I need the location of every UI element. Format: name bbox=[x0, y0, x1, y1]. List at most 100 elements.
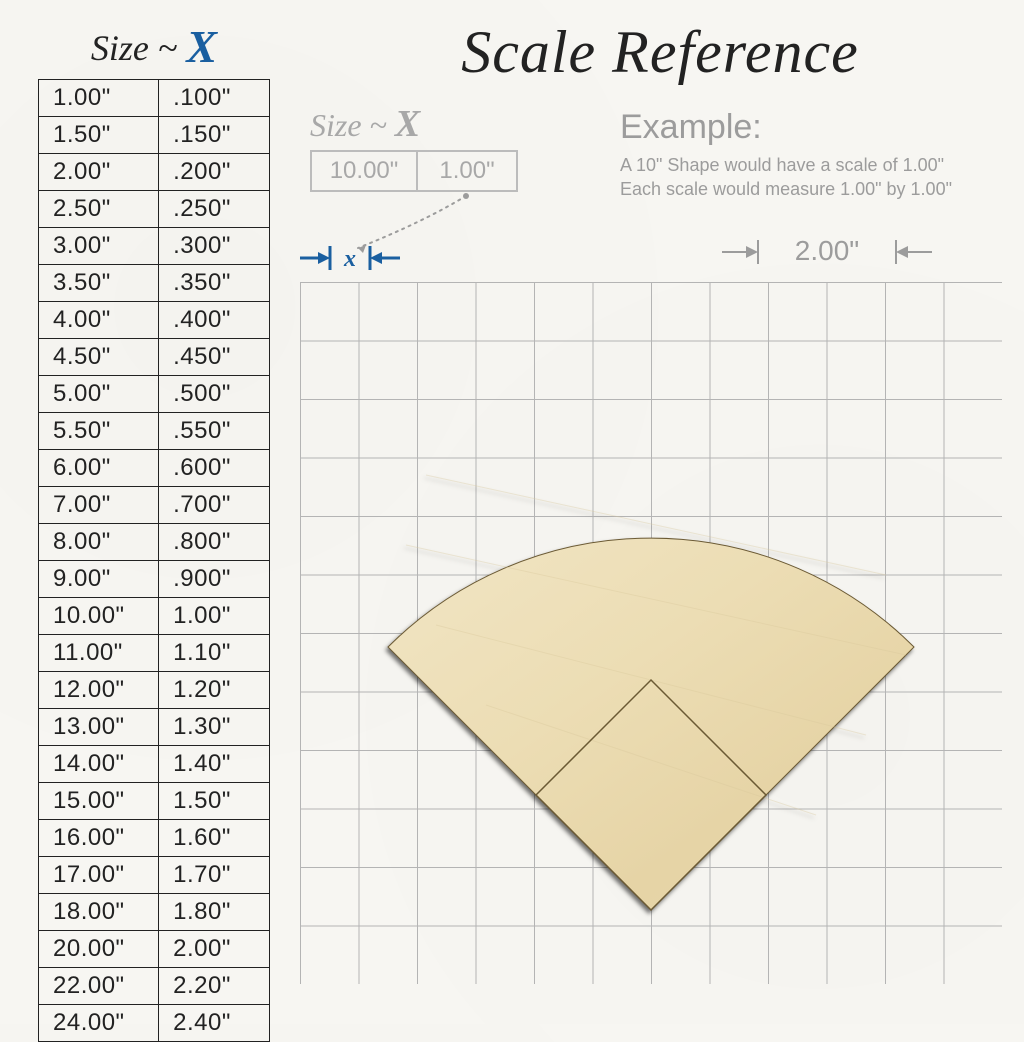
example-block: Example: A 10" Shape would have a scale … bbox=[620, 108, 1010, 202]
scale-cell: .900" bbox=[159, 561, 270, 598]
size-cell: 1.50" bbox=[39, 117, 159, 154]
mini-size-header: Size ~ X bbox=[310, 102, 518, 146]
size-cell: 6.00" bbox=[39, 450, 159, 487]
table-row: 1.00".100" bbox=[39, 80, 270, 117]
table-row: 20.00"2.00" bbox=[39, 931, 270, 968]
scale-cell: .550" bbox=[159, 413, 270, 450]
mini-size-left: 10.00" bbox=[310, 150, 416, 192]
size-table-header: Size ~ X bbox=[38, 20, 270, 73]
size-cell: 3.50" bbox=[39, 265, 159, 302]
scale-cell: 2.20" bbox=[159, 968, 270, 1005]
size-cell: 2.50" bbox=[39, 191, 159, 228]
scale-cell: .800" bbox=[159, 524, 270, 561]
size-cell: 24.00" bbox=[39, 1005, 159, 1042]
table-row: 5.50".550" bbox=[39, 413, 270, 450]
page-title: Scale Reference bbox=[320, 18, 1000, 87]
table-row: 7.00".700" bbox=[39, 487, 270, 524]
table-row: 18.00"1.80" bbox=[39, 894, 270, 931]
x-indicator-label: x bbox=[343, 246, 356, 272]
scale-cell: 1.60" bbox=[159, 820, 270, 857]
size-cell: 4.00" bbox=[39, 302, 159, 339]
scale-cell: 1.30" bbox=[159, 709, 270, 746]
scale-cell: .700" bbox=[159, 487, 270, 524]
size-cell: 3.00" bbox=[39, 228, 159, 265]
table-row: 1.50".150" bbox=[39, 117, 270, 154]
scale-cell: .200" bbox=[159, 154, 270, 191]
table-row: 4.00".400" bbox=[39, 302, 270, 339]
table-row: 17.00"1.70" bbox=[39, 857, 270, 894]
size-cell: 14.00" bbox=[39, 746, 159, 783]
mini-size-header-prefix: Size ~ bbox=[310, 107, 395, 143]
table-row: 16.00"1.60" bbox=[39, 820, 270, 857]
size-cell: 7.00" bbox=[39, 487, 159, 524]
size-cell: 16.00" bbox=[39, 820, 159, 857]
size-cell: 10.00" bbox=[39, 598, 159, 635]
scale-cell: 2.40" bbox=[159, 1005, 270, 1042]
scale-cell: 1.70" bbox=[159, 857, 270, 894]
mini-size-right: 1.00" bbox=[416, 150, 518, 192]
scale-cell: .600" bbox=[159, 450, 270, 487]
table-row: 3.50".350" bbox=[39, 265, 270, 302]
scale-cell: .100" bbox=[159, 80, 270, 117]
scale-cell: 1.20" bbox=[159, 672, 270, 709]
scale-cell: 1.40" bbox=[159, 746, 270, 783]
table-row: 15.00"1.50" bbox=[39, 783, 270, 820]
example-line-2: Each scale would measure 1.00" by 1.00" bbox=[620, 177, 1010, 201]
table-row: 11.00"1.10" bbox=[39, 635, 270, 672]
size-cell: 1.00" bbox=[39, 80, 159, 117]
size-cell: 22.00" bbox=[39, 968, 159, 1005]
table-row: 22.00"2.20" bbox=[39, 968, 270, 1005]
size-cell: 18.00" bbox=[39, 894, 159, 931]
table-row: 2.00".200" bbox=[39, 154, 270, 191]
table-row: 4.50".450" bbox=[39, 339, 270, 376]
size-cell: 12.00" bbox=[39, 672, 159, 709]
scale-cell: 1.80" bbox=[159, 894, 270, 931]
scale-cell: .500" bbox=[159, 376, 270, 413]
x-dimension-indicator: x bbox=[300, 238, 400, 278]
scale-cell: 1.50" bbox=[159, 783, 270, 820]
scale-cell: .250" bbox=[159, 191, 270, 228]
two-inch-label: 2.00" bbox=[795, 235, 859, 266]
size-cell: 5.50" bbox=[39, 413, 159, 450]
table-row: 6.00".600" bbox=[39, 450, 270, 487]
scale-cell: .350" bbox=[159, 265, 270, 302]
size-table-header-x: X bbox=[186, 21, 217, 72]
table-row: 14.00"1.40" bbox=[39, 746, 270, 783]
size-cell: 9.00" bbox=[39, 561, 159, 598]
scale-cell: .300" bbox=[159, 228, 270, 265]
table-row: 9.00".900" bbox=[39, 561, 270, 598]
table-row: 13.00"1.30" bbox=[39, 709, 270, 746]
scale-cell: 1.10" bbox=[159, 635, 270, 672]
size-cell: 17.00" bbox=[39, 857, 159, 894]
size-cell: 13.00" bbox=[39, 709, 159, 746]
table-row: 12.00"1.20" bbox=[39, 672, 270, 709]
scale-cell: 1.00" bbox=[159, 598, 270, 635]
size-cell: 2.00" bbox=[39, 154, 159, 191]
table-row: 5.00".500" bbox=[39, 376, 270, 413]
size-cell: 4.50" bbox=[39, 339, 159, 376]
baseball-field-shape bbox=[366, 375, 936, 925]
mini-size-boxes: 10.00" 1.00" bbox=[310, 150, 518, 192]
scale-cell: .400" bbox=[159, 302, 270, 339]
mini-size-header-x: X bbox=[395, 103, 420, 145]
size-cell: 20.00" bbox=[39, 931, 159, 968]
size-cell: 15.00" bbox=[39, 783, 159, 820]
two-inch-dimension: 2.00" bbox=[722, 230, 932, 274]
size-cell: 5.00" bbox=[39, 376, 159, 413]
scale-cell: .150" bbox=[159, 117, 270, 154]
size-table-header-prefix: Size ~ bbox=[91, 28, 186, 68]
example-line-1: A 10" Shape would have a scale of 1.00" bbox=[620, 153, 1010, 177]
scale-table: 1.00".100"1.50".150"2.00".200"2.50".250"… bbox=[38, 79, 270, 1042]
size-cell: 8.00" bbox=[39, 524, 159, 561]
table-row: 3.00".300" bbox=[39, 228, 270, 265]
scale-cell: 2.00" bbox=[159, 931, 270, 968]
table-row: 8.00".800" bbox=[39, 524, 270, 561]
size-cell: 11.00" bbox=[39, 635, 159, 672]
size-table: Size ~ X 1.00".100"1.50".150"2.00".200"2… bbox=[38, 20, 270, 1042]
table-row: 24.00"2.40" bbox=[39, 1005, 270, 1042]
scale-cell: .450" bbox=[159, 339, 270, 376]
table-row: 10.00"1.00" bbox=[39, 598, 270, 635]
mini-size-block: Size ~ X 10.00" 1.00" bbox=[310, 102, 518, 192]
table-row: 2.50".250" bbox=[39, 191, 270, 228]
example-title: Example: bbox=[620, 108, 1010, 147]
